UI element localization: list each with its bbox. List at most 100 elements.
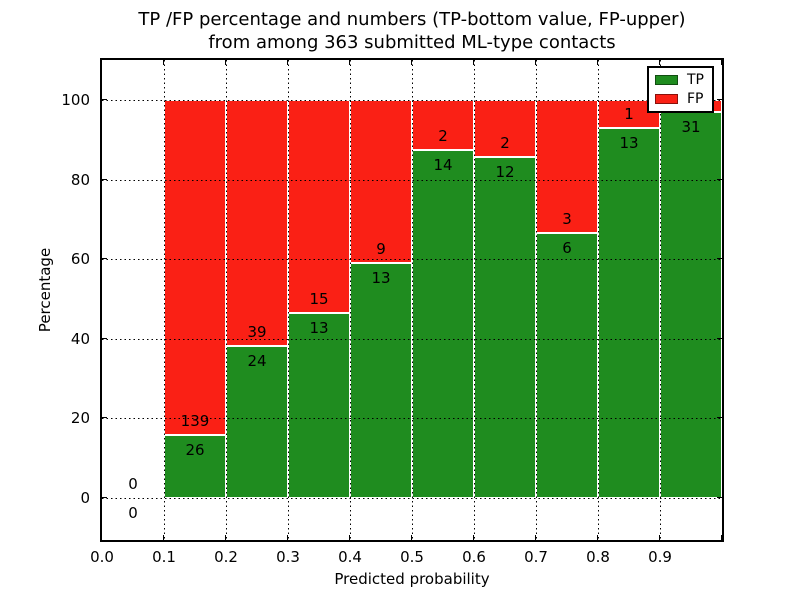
y-tick-label: 20 bbox=[70, 409, 90, 428]
bar-segment-tp bbox=[660, 112, 722, 498]
bar-count-label-tp: 12 bbox=[495, 162, 515, 181]
x-tick-label: 0.5 bbox=[400, 548, 424, 566]
tick-mark bbox=[163, 60, 164, 65]
gridline-vertical bbox=[536, 60, 537, 540]
bar-count-label-tp: 13 bbox=[619, 134, 639, 153]
gridline-horizontal bbox=[102, 418, 722, 420]
tick-mark bbox=[717, 337, 722, 339]
x-axis-label: Predicted probability bbox=[334, 570, 490, 588]
bar-count-label-tp: 0 bbox=[128, 504, 138, 522]
bar-segment-tp bbox=[288, 313, 350, 498]
gridline-horizontal bbox=[102, 179, 722, 181]
bar-count-label-tp: 26 bbox=[185, 441, 205, 460]
chart-title: TP /FP percentage and numbers (TP-bottom… bbox=[102, 8, 722, 54]
gridline-vertical bbox=[660, 60, 661, 540]
bar-count-label-fp: 1 bbox=[624, 105, 634, 124]
bar-segment-tp bbox=[474, 156, 536, 498]
tick-mark bbox=[535, 535, 536, 540]
legend: TP FP bbox=[647, 66, 714, 113]
y-tick-label: 60 bbox=[70, 250, 90, 269]
bar-count-label-fp: 0 bbox=[128, 475, 138, 493]
tick-mark bbox=[102, 178, 107, 180]
tick-mark bbox=[287, 60, 288, 65]
legend-item-tp-label: TP bbox=[687, 72, 704, 89]
bar-count-label-fp: 2 bbox=[438, 126, 448, 145]
tick-mark bbox=[659, 535, 660, 540]
x-tick-label: 0.3 bbox=[276, 548, 300, 566]
tick-mark bbox=[721, 535, 722, 540]
gridline-vertical bbox=[164, 60, 165, 540]
x-tick-label: 0.6 bbox=[462, 548, 486, 566]
legend-item-fp-label: FP bbox=[687, 90, 704, 107]
tick-mark bbox=[535, 60, 536, 65]
gridline-horizontal bbox=[102, 498, 722, 499]
tick-mark bbox=[101, 60, 102, 65]
y-tick-label: 100 bbox=[61, 91, 90, 109]
x-tick-label: 0.7 bbox=[524, 548, 548, 566]
tick-mark bbox=[163, 535, 164, 540]
tick-mark bbox=[102, 337, 107, 339]
gridline-vertical bbox=[288, 60, 289, 540]
bar-segment-tp bbox=[412, 149, 474, 498]
y-tick-label: 0 bbox=[80, 489, 90, 507]
y-tick-label: 40 bbox=[70, 329, 90, 348]
tick-mark bbox=[102, 497, 107, 498]
bar-segment-tp bbox=[164, 435, 226, 498]
x-tick-label: 0.4 bbox=[338, 548, 362, 566]
fp-legend-swatch bbox=[655, 93, 678, 104]
x-tick-label: 0.2 bbox=[214, 548, 238, 566]
y-tick-label: 80 bbox=[70, 170, 90, 189]
legend-item-fp: FP bbox=[655, 92, 706, 106]
gridline-horizontal bbox=[102, 338, 722, 340]
tick-mark bbox=[102, 417, 107, 419]
bar-segment-fp bbox=[350, 100, 412, 263]
gridline-vertical bbox=[598, 60, 599, 540]
bar-count-label-fp: 2 bbox=[500, 133, 510, 152]
tick-mark bbox=[721, 60, 722, 65]
bar-count-label-fp: 39 bbox=[247, 323, 267, 342]
tick-mark bbox=[597, 535, 598, 540]
plot-area: 00139263924151391321421236113131 bbox=[100, 58, 724, 542]
bar-segment-fp bbox=[226, 100, 288, 347]
gridline-vertical bbox=[226, 60, 227, 540]
bar-count-label-fp: 3 bbox=[562, 209, 572, 228]
tick-mark bbox=[717, 417, 722, 419]
tick-mark bbox=[659, 60, 660, 65]
title-line-1: TP /FP percentage and numbers (TP-bottom… bbox=[138, 9, 686, 30]
bar-count-label-tp: 14 bbox=[433, 155, 453, 174]
tick-mark bbox=[411, 60, 412, 65]
tick-mark bbox=[597, 60, 598, 65]
tick-mark bbox=[473, 535, 474, 540]
bar-count-label-fp: 139 bbox=[180, 412, 210, 431]
bar-segment-tp bbox=[226, 346, 288, 498]
gridline-horizontal bbox=[102, 100, 722, 101]
tick-mark bbox=[225, 535, 226, 540]
tick-mark bbox=[717, 178, 722, 180]
x-tick-label: 0.0 bbox=[90, 548, 114, 566]
legend-item-tp: TP bbox=[655, 73, 706, 87]
bar-count-label-fp: 15 bbox=[309, 290, 329, 309]
gridline-vertical bbox=[474, 60, 475, 540]
tick-mark bbox=[225, 60, 226, 65]
x-tick-label: 0.9 bbox=[648, 548, 672, 566]
bar-segment-fp bbox=[474, 100, 536, 157]
x-tick-label: 0.8 bbox=[586, 548, 610, 566]
tick-mark bbox=[287, 535, 288, 540]
bar-count-label-tp: 13 bbox=[371, 268, 391, 287]
title-line-2: from among 363 submitted ML-type contact… bbox=[208, 32, 616, 53]
tick-mark bbox=[473, 60, 474, 65]
tick-mark bbox=[717, 258, 722, 260]
tick-mark bbox=[349, 535, 350, 540]
bar-segment-fp bbox=[164, 100, 226, 436]
tick-mark bbox=[102, 258, 107, 260]
tick-mark bbox=[411, 535, 412, 540]
bar-segment-tp bbox=[536, 232, 598, 498]
bar-segment-tp bbox=[598, 128, 660, 498]
bar-count-label-tp: 31 bbox=[681, 118, 701, 137]
tick-mark bbox=[717, 497, 722, 498]
gridline-vertical bbox=[412, 60, 413, 540]
tick-mark bbox=[349, 60, 350, 65]
gridline-horizontal bbox=[102, 259, 722, 261]
bar-count-label-fp: 9 bbox=[376, 239, 386, 258]
